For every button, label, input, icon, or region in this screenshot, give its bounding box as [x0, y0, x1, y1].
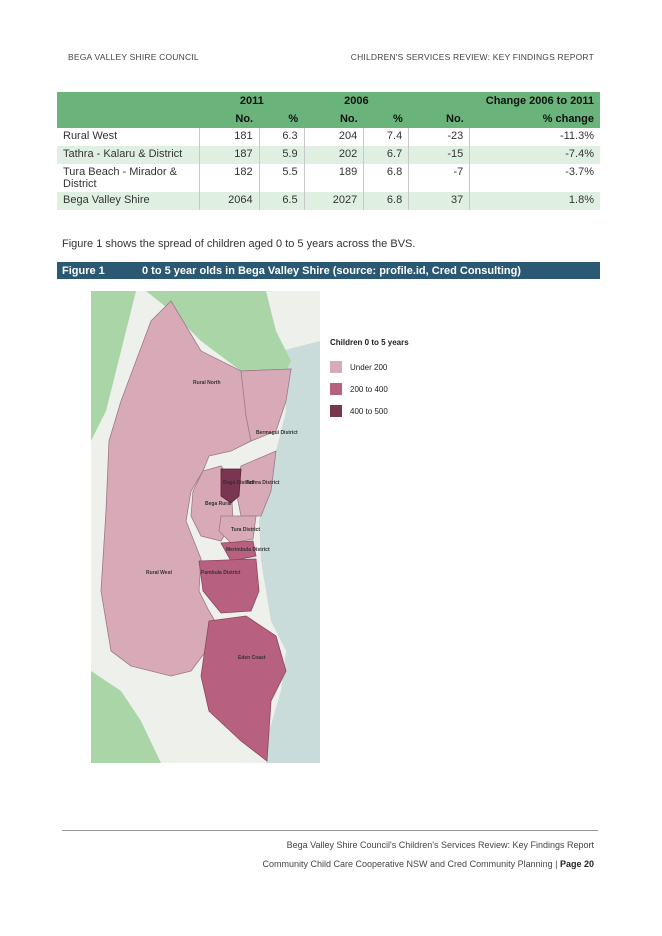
- legend-swatch: [330, 383, 342, 395]
- value-cell: -7: [408, 164, 471, 192]
- region-eden-coast: [200, 615, 287, 762]
- park-area: [91, 291, 136, 441]
- map-label: Tathra District: [246, 480, 280, 486]
- area-cell: Tura Beach - Mirador & District: [57, 164, 200, 192]
- table-row: Tathra - Kalaru & District 187 5.9 202 6…: [57, 146, 600, 164]
- value-cell: 37: [408, 192, 471, 210]
- map-label: Bega Rural: [205, 501, 232, 507]
- col-group-2011: 2011: [199, 92, 305, 110]
- legend-label: 200 to 400: [350, 384, 388, 394]
- value-cell: 5.5: [259, 164, 305, 192]
- figure-caption: 0 to 5 year olds in Bega Valley Shire (s…: [142, 264, 521, 277]
- region-bega-district: [220, 468, 242, 504]
- value-cell: 6.5: [259, 192, 305, 210]
- value-cell: 6.8: [363, 192, 410, 210]
- map-label: Merimbula District: [226, 547, 270, 553]
- value-cell: 5.9: [259, 146, 305, 164]
- header-left: BEGA VALLEY SHIRE COUNCIL: [68, 52, 199, 62]
- map-label: Eden Coast: [238, 655, 266, 661]
- col-group-change: Change 2006 to 2011: [408, 92, 600, 110]
- page-number: Page 20: [559, 859, 594, 869]
- legend-title: Children 0 to 5 years: [330, 338, 409, 347]
- area-cell: Rural West: [57, 128, 200, 146]
- value-cell: 202: [304, 146, 365, 164]
- map-label: Rural North: [193, 380, 221, 386]
- footer-org: Community Child Care Cooperative NSW and…: [262, 859, 553, 869]
- col-header: % change: [469, 110, 600, 128]
- region-merimbula: [220, 540, 257, 562]
- figure-number: Figure 1: [62, 264, 105, 277]
- footer-line-1: Bega Valley Shire Council's Children's S…: [286, 840, 594, 850]
- legend-swatch: [330, 361, 342, 373]
- col-header: No.: [199, 110, 260, 128]
- value-cell: 187: [199, 146, 260, 164]
- value-cell: 6.8: [363, 164, 410, 192]
- map-label: Pambula District: [201, 570, 241, 576]
- col-header: %: [259, 110, 305, 128]
- sea-area: [259, 341, 320, 763]
- footer-divider: [62, 830, 598, 831]
- value-cell: 2027: [304, 192, 365, 210]
- park-area: [146, 291, 291, 381]
- table-sub-header-row: No. % No. % No. % change: [57, 110, 600, 128]
- value-cell: -3.7%: [565, 166, 594, 178]
- map-label: Bega District: [223, 480, 254, 486]
- legend-item: 200 to 400: [330, 378, 409, 400]
- legend-label: 400 to 500: [350, 406, 388, 416]
- value-cell: -11.3%: [559, 130, 594, 142]
- col-header: No.: [304, 110, 364, 128]
- col-header: %: [363, 110, 409, 128]
- col-header: No.: [408, 110, 470, 128]
- table-group-header-row: 2011 2006 Change 2006 to 2011: [57, 92, 600, 110]
- value-cell: 7.4: [363, 128, 410, 146]
- value-cell: 6.7: [363, 146, 410, 164]
- table-row: Tura Beach - Mirador & District 182 5.5 …: [57, 164, 600, 192]
- area-cell: Tathra - Kalaru & District: [57, 146, 200, 164]
- value-cell: -15: [408, 146, 471, 164]
- population-table: 2011 2006 Change 2006 to 2011 No. % No. …: [57, 92, 600, 210]
- value-cell: -7.4%: [469, 146, 600, 164]
- legend-swatch: [330, 405, 342, 417]
- value-cell: 182: [199, 164, 260, 192]
- value-cell: -23: [408, 128, 471, 146]
- footer-line-2: Community Child Care Cooperative NSW and…: [262, 859, 594, 869]
- legend-label: Under 200: [350, 362, 388, 372]
- value-cell: 204: [304, 128, 365, 146]
- map-label: Tura District: [231, 527, 260, 533]
- value-cell: 6.3: [259, 128, 305, 146]
- legend-item: 400 to 500: [330, 400, 409, 422]
- map-label: Bermagui District: [256, 430, 298, 436]
- map-legend: Children 0 to 5 years Under 200 200 to 4…: [330, 338, 409, 422]
- value-cell: 181: [199, 128, 260, 146]
- area-cell: Bega Valley Shire: [57, 192, 200, 210]
- region-pambula: [198, 558, 260, 614]
- header-right: CHILDREN'S SERVICES REVIEW: KEY FINDINGS…: [350, 52, 594, 62]
- body-paragraph: Figure 1 shows the spread of children ag…: [62, 238, 416, 250]
- park-area: [91, 671, 161, 763]
- bega-valley-map: Rural North Bermagui District Bega Distr…: [91, 291, 320, 763]
- table-row-total: Bega Valley Shire 2064 6.5 2027 6.8 37 1…: [57, 192, 600, 210]
- value-cell: 1.8%: [469, 192, 600, 210]
- value-cell: 2064: [199, 192, 260, 210]
- value-cell: 189: [304, 164, 365, 192]
- map-label: Rural West: [146, 570, 172, 576]
- col-group-2006: 2006: [304, 92, 409, 110]
- figure-title-bar: Figure 1 0 to 5 year olds in Bega Valley…: [57, 262, 600, 279]
- table-row: Rural West 181 6.3 204 7.4 -23 -11.3%: [57, 128, 600, 146]
- region-tura: [218, 515, 257, 544]
- region-bermagui: [240, 368, 292, 442]
- legend-item: Under 200: [330, 356, 409, 378]
